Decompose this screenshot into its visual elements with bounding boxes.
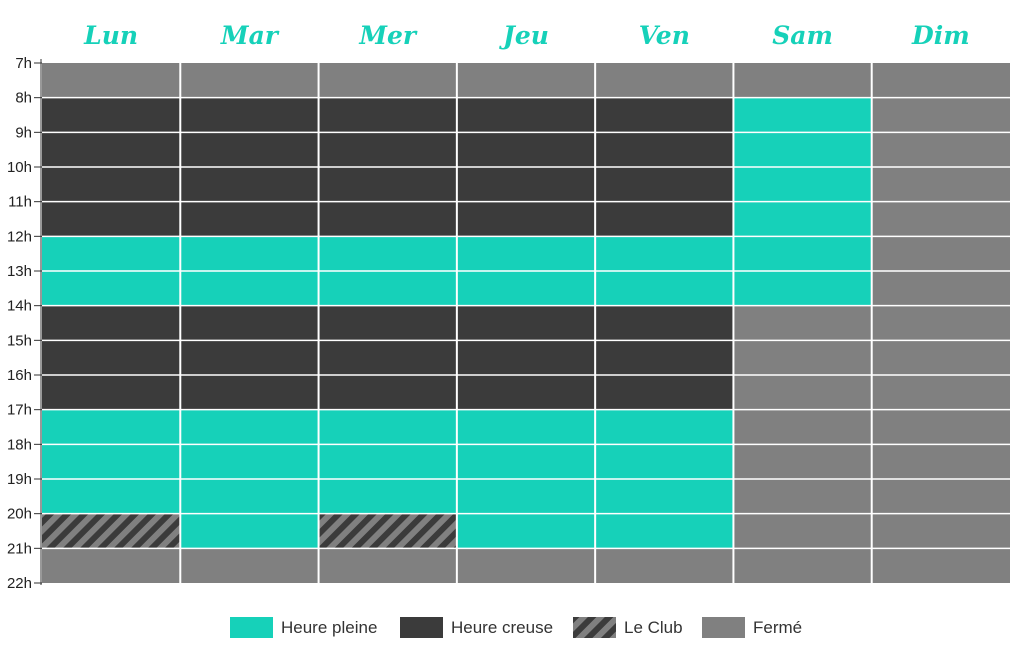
cell-mar-14h-17h-creuse — [180, 305, 319, 410]
day-label-jeu: Jeu — [499, 21, 549, 50]
legend-label-creuse: Heure creuse — [451, 618, 553, 637]
hour-label-18h: 18h — [7, 436, 32, 453]
hour-label-11h: 11h — [8, 194, 32, 211]
cell-dim-7h-22h-ferme — [871, 63, 1010, 583]
hour-label-8h: 8h — [15, 90, 32, 107]
day-labels: Lun Mar Mer Jeu Ven Sam Dim — [83, 21, 970, 50]
day-label-dim: Dim — [911, 21, 970, 50]
cell-jeu-21h-22h-ferme — [456, 548, 596, 583]
cell-ven-14h-17h-creuse — [595, 305, 734, 410]
day-label-mer: Mer — [358, 21, 418, 50]
hour-label-20h: 20h — [7, 506, 32, 523]
legend-label-pleine: Heure pleine — [281, 618, 377, 637]
legend-swatch-pleine — [230, 617, 273, 638]
cell-lun-20h-21h-club — [42, 513, 181, 549]
legend-swatch-ferme — [702, 617, 745, 638]
cell-mer-14h-17h-creuse — [318, 305, 457, 410]
hour-label-13h: 13h — [7, 263, 32, 280]
hour-label-15h: 15h — [7, 332, 32, 349]
cell-mer-7h-8h-ferme — [318, 63, 457, 98]
cell-mer-17h-20h-pleine — [318, 409, 457, 514]
cell-jeu-14h-17h-creuse — [456, 305, 596, 410]
cell-sam-7h-8h-ferme — [733, 63, 872, 98]
hour-axis: 7h 8h 9h 10h 11h 12h 13h 14h 15h 16h 17h 18h 19h 20h 2… — [7, 55, 42, 592]
gridlines — [42, 63, 1010, 583]
hour-label-12h: 12h — [7, 228, 32, 245]
legend-label-ferme: Fermé — [753, 618, 802, 637]
hour-label-17h: 17h — [7, 402, 32, 419]
schedule-cells — [42, 63, 1010, 583]
legend-swatch-club — [573, 617, 616, 638]
legend-label-club: Le Club — [624, 618, 683, 637]
day-label-mar: Mar — [220, 21, 280, 50]
cell-mar-7h-8h-ferme — [180, 63, 319, 98]
day-label-lun: Lun — [83, 21, 138, 50]
hour-label-16h: 16h — [7, 367, 32, 384]
legend-swatch-creuse — [400, 617, 443, 638]
cell-mar-21h-22h-ferme — [180, 548, 319, 583]
day-label-sam: Sam — [772, 21, 833, 50]
cell-lun-17h-20h-pleine — [42, 409, 181, 514]
hour-label-10h: 10h — [7, 159, 32, 176]
cell-ven-7h-8h-ferme — [595, 63, 734, 98]
cell-mer-21h-22h-ferme — [318, 548, 457, 583]
hour-label-9h: 9h — [15, 124, 32, 141]
cell-lun-14h-17h-creuse — [42, 305, 181, 410]
hour-label-19h: 19h — [7, 471, 32, 488]
cell-lun-7h-8h-ferme — [42, 63, 181, 98]
cell-lun-21h-22h-ferme — [42, 548, 181, 583]
hour-label-22h: 22h — [7, 575, 32, 592]
cell-ven-21h-22h-ferme — [595, 548, 734, 583]
cell-jeu-7h-8h-ferme — [456, 63, 596, 98]
hour-label-14h: 14h — [7, 298, 32, 315]
hour-label-7h: 7h — [15, 55, 32, 72]
day-label-ven: Ven — [639, 21, 690, 50]
hour-label-21h: 21h — [7, 540, 32, 557]
cell-mer-20h-21h-club — [318, 513, 457, 549]
legend: Heure pleine Heure creuse Le Club Fermé — [230, 617, 802, 638]
